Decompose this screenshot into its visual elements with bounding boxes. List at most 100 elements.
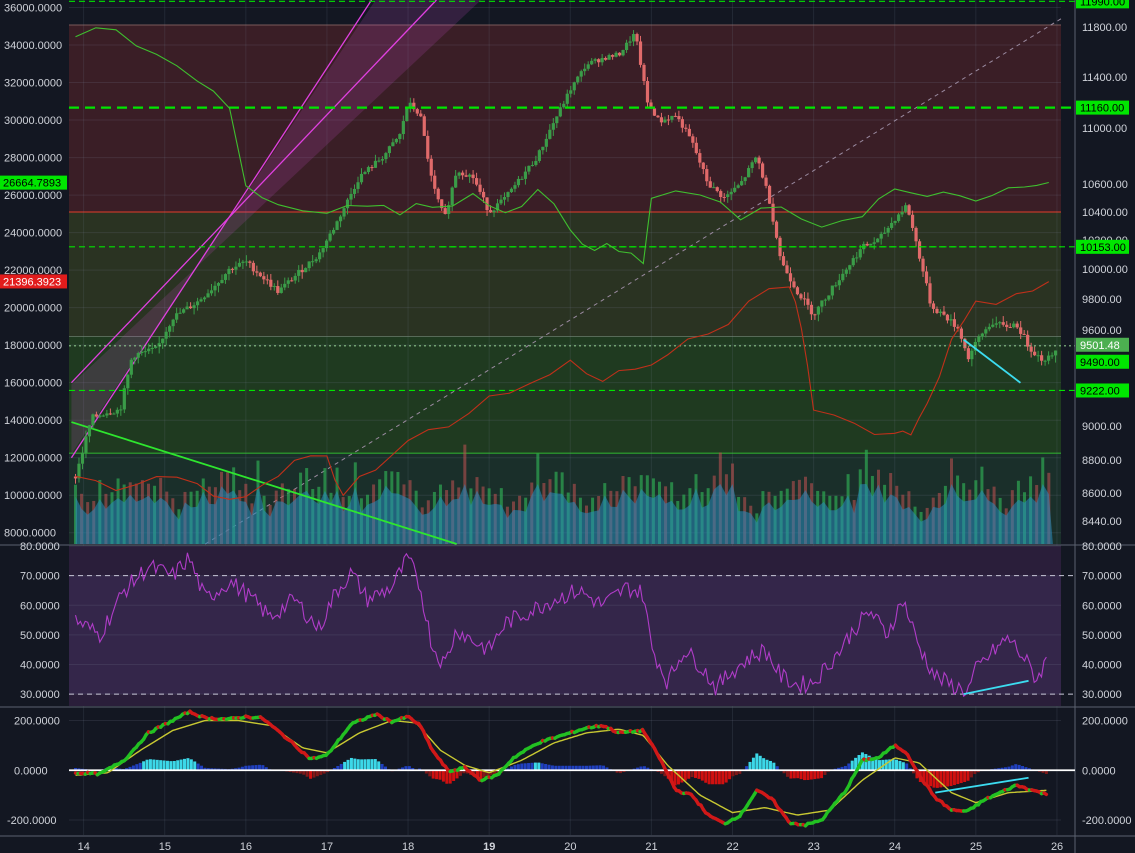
rsi-left-tick: 40.0000 [20, 660, 60, 672]
candle-body [370, 167, 374, 169]
candle-body [684, 127, 688, 129]
candle-body [150, 347, 154, 349]
macd-histogram-bar [854, 757, 858, 771]
macd-histogram-bar [523, 763, 527, 771]
macd-histogram-bar [595, 765, 599, 771]
macd-histogram-bar [850, 760, 854, 771]
candle-body [73, 476, 78, 479]
candle-body [680, 119, 684, 128]
macd-histogram-bar [748, 761, 752, 771]
macd-histogram-bar [578, 765, 582, 771]
macd-histogram-bar [441, 770, 445, 782]
macd-histogram-bar [584, 765, 588, 771]
x-axis-tick: 17 [321, 841, 333, 853]
macd-histogram-bar [700, 770, 704, 781]
right-axis-tick: 8600.00 [1082, 488, 1122, 500]
candle-body [349, 193, 353, 200]
left-axis-tick: 26000.0000 [4, 190, 62, 202]
macd-histogram-bar [479, 770, 483, 780]
macd-histogram-bar [663, 770, 667, 777]
x-axis-tick: 21 [645, 841, 657, 853]
macd-histogram-bar [772, 762, 776, 771]
candle-body [802, 298, 807, 300]
candle-body [597, 59, 601, 63]
rsi-left-tick: 60.0000 [20, 600, 60, 612]
candle-body [621, 50, 625, 56]
macd-histogram-bar [867, 755, 871, 771]
macd-histogram-bar [114, 768, 118, 771]
candle-body [447, 205, 451, 214]
macd-histogram-bar [377, 761, 381, 771]
candle-body [956, 326, 960, 329]
candle-body [426, 135, 430, 159]
macd-histogram-bar [946, 770, 950, 787]
right-axis-price-label-text: 11990.00 [1080, 0, 1125, 8]
macd-histogram-bar [775, 766, 779, 771]
candle-body [642, 64, 646, 82]
candle-body [980, 333, 984, 337]
candle-body [917, 241, 922, 259]
macd-histogram-bar [755, 753, 759, 771]
right-axis-price-label [1076, 383, 1129, 398]
candle-body [380, 159, 385, 161]
candle-body [129, 359, 133, 375]
candle-body [359, 173, 364, 183]
left-axis-tick: 16000.0000 [4, 378, 62, 390]
macd-histogram-bar [353, 758, 357, 771]
right-axis-price-label [1076, 0, 1129, 9]
macd-histogram-bar [973, 770, 977, 775]
candle-body [537, 150, 541, 161]
candle-body [199, 299, 203, 302]
left-axis-tick: 18000.0000 [4, 340, 62, 352]
candle-body [398, 134, 402, 140]
candle-body [687, 128, 691, 137]
candle-body [883, 232, 887, 234]
candle-body [719, 191, 723, 197]
candle-body [223, 274, 228, 280]
macd-histogram-bar [346, 759, 350, 771]
candle-body [544, 138, 548, 147]
macd-histogram-bar [445, 770, 449, 784]
rsi-pane[interactable]: 80.0000 70.0000 60.0000 50.0000 40.0000 30.00… [0, 541, 1135, 708]
candle-body [307, 261, 311, 269]
candle-body [949, 319, 953, 321]
macd-pane[interactable]: 200.0000 0.0000 -200.0000 200.0000 0.0000 -20… [0, 709, 1135, 837]
macd-histogram-bar [383, 766, 387, 771]
right-axis-tick: 8800.00 [1082, 455, 1122, 467]
macd-histogram-bar [895, 759, 899, 771]
candle-body [136, 353, 140, 358]
candle-body [384, 153, 388, 160]
candle-body [290, 280, 294, 282]
macd-histogram-bar [482, 770, 486, 778]
macd-histogram-bar [431, 770, 435, 779]
macd-histogram-bar [823, 770, 827, 775]
time-axis[interactable]: 14 15 16 17 18 19 20 21 22 23 24 25 26 [78, 841, 1064, 853]
macd-histogram-bar [976, 770, 980, 773]
macd-histogram-bar [210, 768, 214, 771]
candle-body [255, 271, 259, 273]
candle-body [188, 306, 193, 309]
macd-histogram-bar [169, 761, 173, 771]
macd-histogram-bar [714, 770, 718, 785]
candle-body [1001, 322, 1005, 325]
candle-body [1019, 327, 1023, 334]
candle-body [237, 262, 242, 267]
candle-body [583, 68, 587, 72]
macd-histogram-bar [380, 763, 384, 771]
macd-histogram-bar [148, 759, 152, 771]
candle-body [809, 304, 814, 315]
candle-body [314, 259, 318, 262]
macd-histogram-bar [762, 758, 766, 771]
support-zone [69, 336, 1061, 454]
candle-body [1026, 334, 1030, 347]
resistance-zone [69, 25, 1061, 212]
candle-body [600, 57, 604, 63]
candle-body [785, 265, 789, 274]
mid-zone [69, 212, 1061, 337]
candle-body [251, 262, 255, 272]
candle-body [729, 191, 733, 195]
macd-histogram-bar [200, 765, 204, 771]
macd-histogram-bar [619, 770, 623, 774]
